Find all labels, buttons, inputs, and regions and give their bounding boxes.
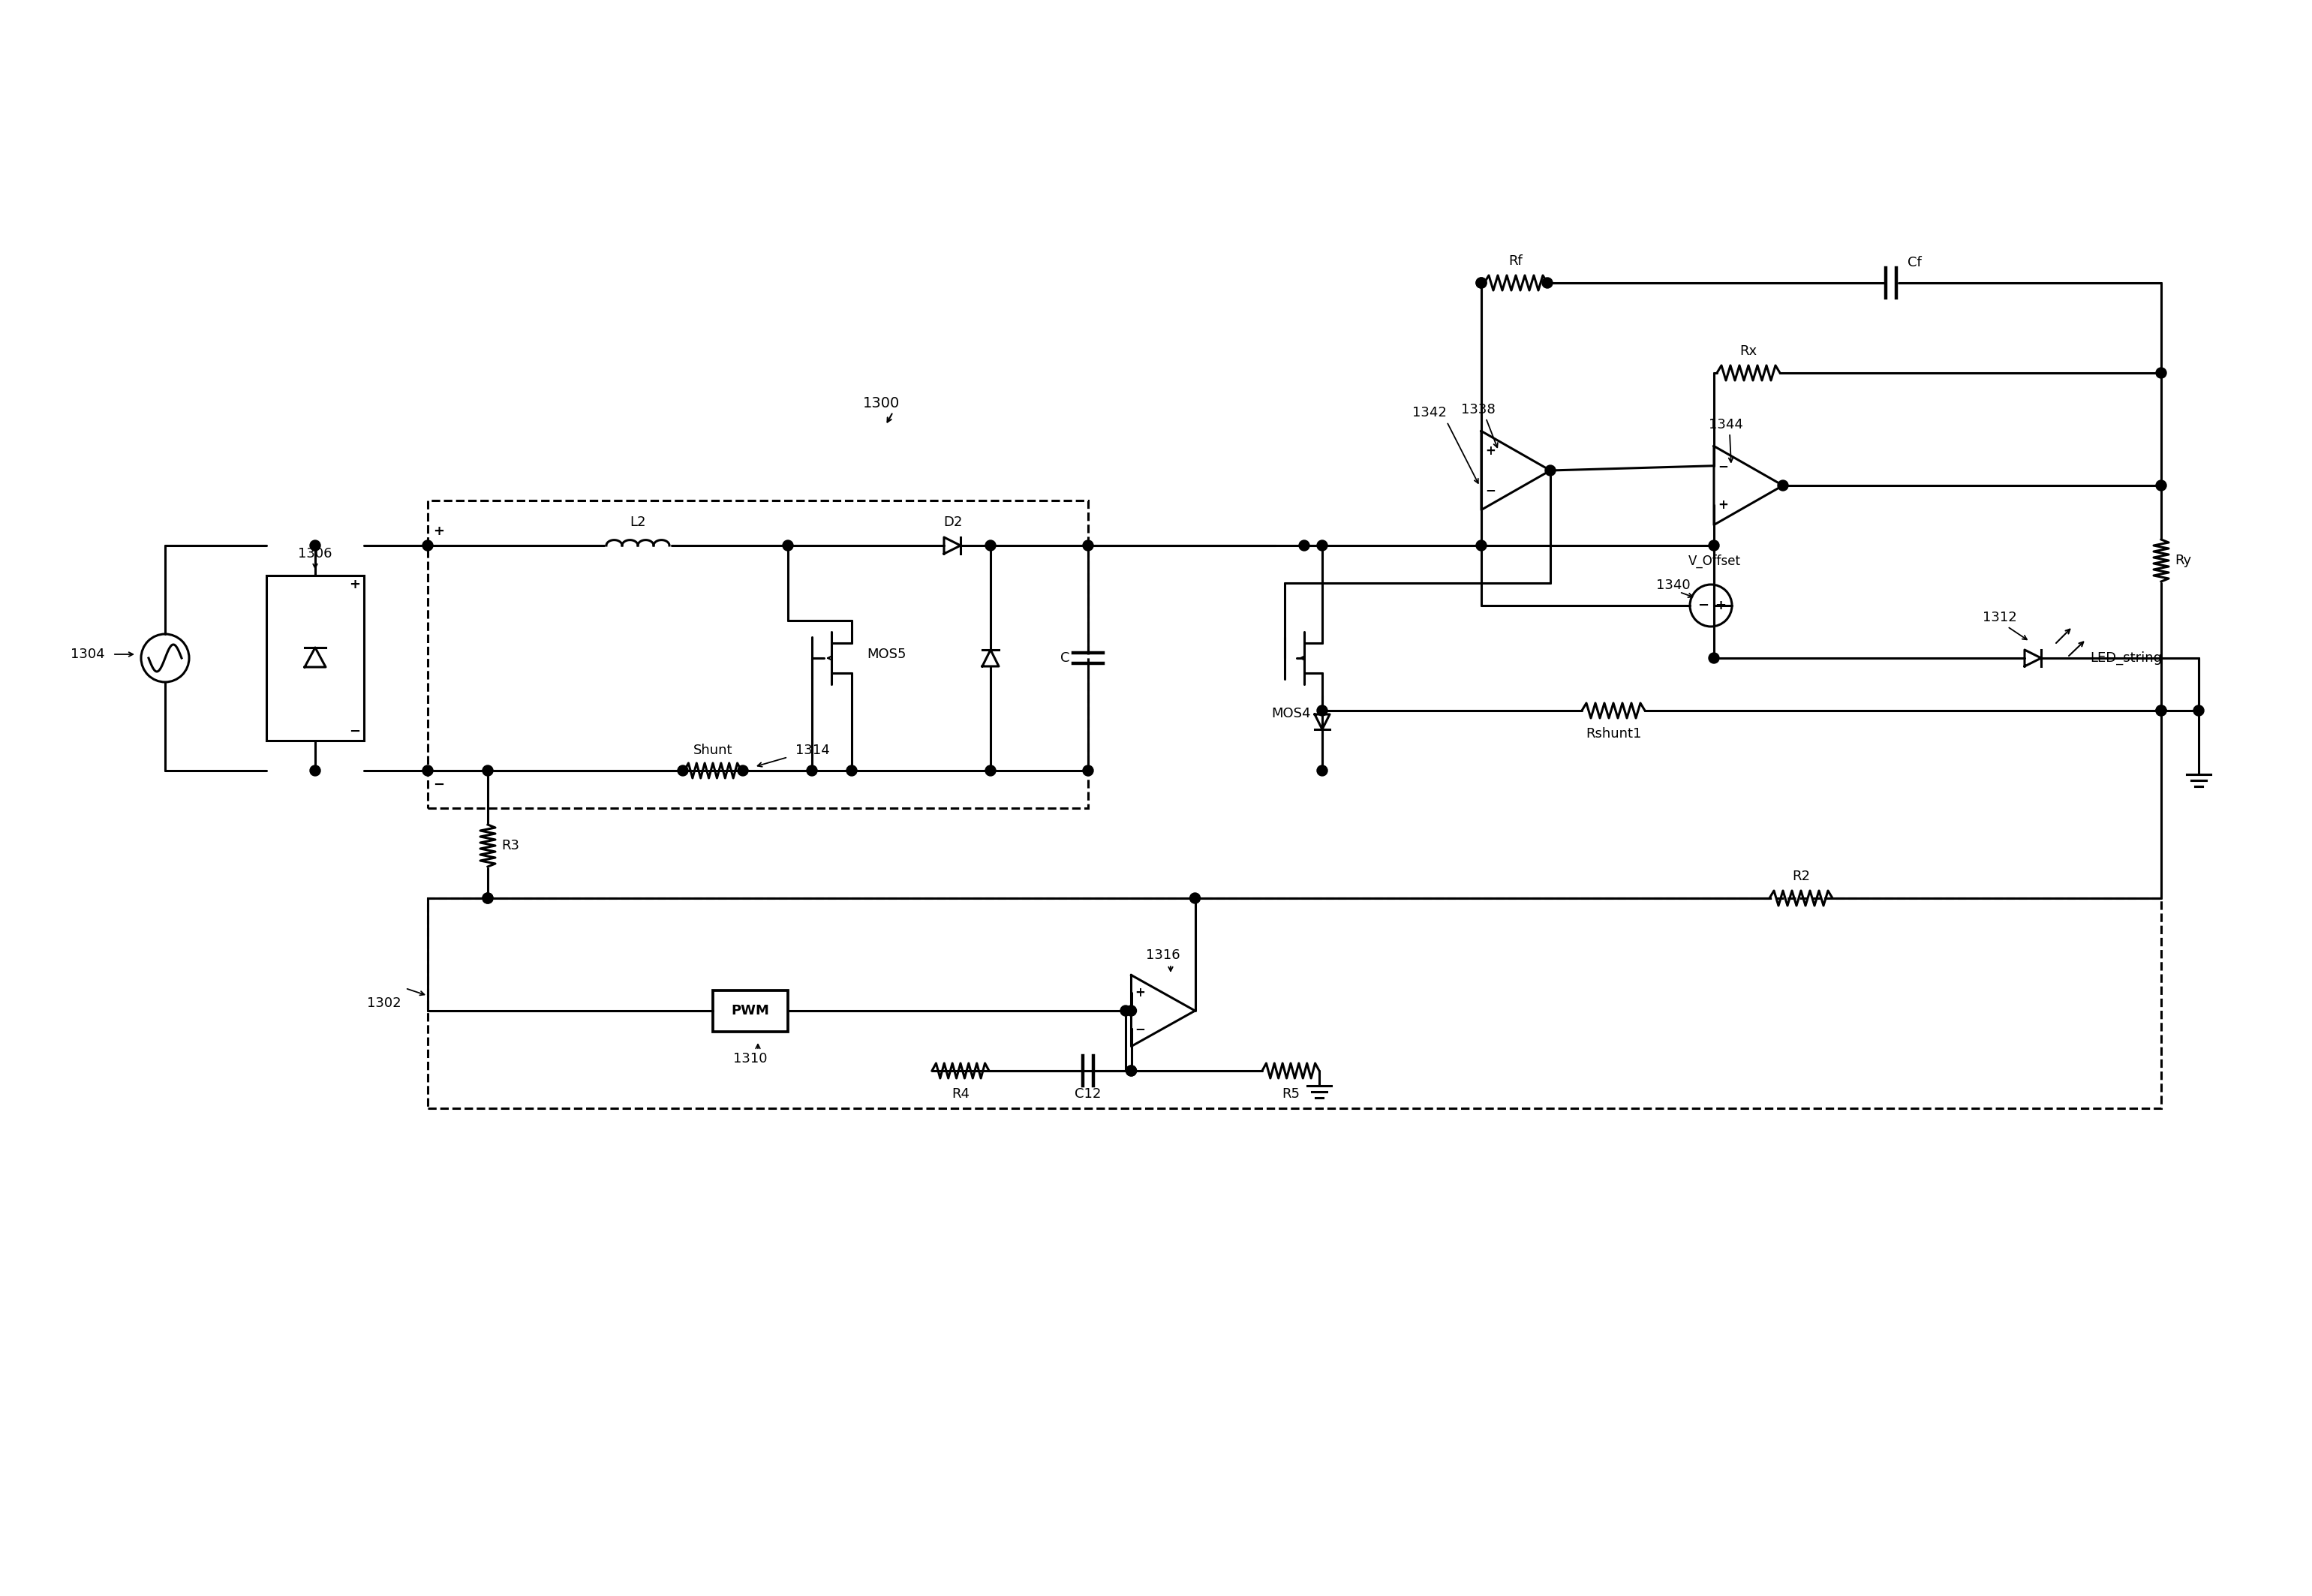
Circle shape xyxy=(1475,541,1487,551)
Circle shape xyxy=(2194,705,2203,717)
Text: MOS5: MOS5 xyxy=(867,648,906,661)
Circle shape xyxy=(1318,705,1327,717)
Text: Ry: Ry xyxy=(2176,554,2192,567)
Circle shape xyxy=(985,766,996,776)
Text: +: + xyxy=(432,525,444,538)
Text: +: + xyxy=(349,578,361,591)
Circle shape xyxy=(2155,480,2166,490)
Circle shape xyxy=(1121,1005,1131,1017)
Circle shape xyxy=(310,766,321,776)
Text: Rf: Rf xyxy=(1510,254,1524,268)
Text: 1342: 1342 xyxy=(1413,405,1447,420)
Text: C12: C12 xyxy=(1075,1087,1101,1101)
Text: 1310: 1310 xyxy=(733,1052,768,1066)
Bar xyxy=(428,501,1089,808)
Circle shape xyxy=(2155,705,2166,717)
Circle shape xyxy=(985,541,996,551)
Text: LED_string: LED_string xyxy=(2090,651,2162,666)
Text: 1316: 1316 xyxy=(1147,948,1179,962)
Circle shape xyxy=(1191,892,1200,903)
Circle shape xyxy=(807,766,816,776)
Bar xyxy=(266,576,363,741)
Circle shape xyxy=(784,541,793,551)
Text: −: − xyxy=(1484,484,1496,496)
Text: D2: D2 xyxy=(943,516,962,528)
Text: 1300: 1300 xyxy=(862,396,899,410)
Circle shape xyxy=(1475,278,1487,289)
Circle shape xyxy=(483,892,492,903)
Circle shape xyxy=(738,766,749,776)
Circle shape xyxy=(1318,541,1327,551)
Text: 1340: 1340 xyxy=(1655,578,1690,592)
Bar xyxy=(428,899,2162,1108)
Circle shape xyxy=(423,541,432,551)
Text: +: + xyxy=(1484,444,1496,458)
Text: Rx: Rx xyxy=(1739,345,1757,358)
Text: L2: L2 xyxy=(629,516,645,528)
Text: Shunt: Shunt xyxy=(694,744,733,757)
Circle shape xyxy=(1126,1066,1138,1076)
Circle shape xyxy=(1126,1066,1138,1076)
Text: 1302: 1302 xyxy=(368,996,402,1010)
Bar xyxy=(712,990,788,1031)
Text: PWM: PWM xyxy=(731,1004,770,1018)
Circle shape xyxy=(1709,541,1720,551)
Circle shape xyxy=(1542,278,1554,289)
Text: −: − xyxy=(1718,460,1727,472)
Circle shape xyxy=(846,766,858,776)
Text: C: C xyxy=(1059,651,1070,666)
Circle shape xyxy=(483,766,492,776)
Text: +: + xyxy=(1716,598,1727,613)
Text: 1306: 1306 xyxy=(298,547,333,560)
Text: 1304: 1304 xyxy=(72,648,104,661)
Text: 1312: 1312 xyxy=(1984,611,2016,624)
Text: +: + xyxy=(1718,498,1727,512)
Circle shape xyxy=(1709,653,1720,664)
Circle shape xyxy=(423,766,432,776)
Text: 1344: 1344 xyxy=(1709,418,1743,431)
Text: Cf: Cf xyxy=(1907,255,1921,270)
Circle shape xyxy=(1318,766,1327,776)
Text: R3: R3 xyxy=(502,839,520,852)
Circle shape xyxy=(1778,480,1787,490)
Text: Rshunt1: Rshunt1 xyxy=(1586,728,1642,741)
Text: R4: R4 xyxy=(953,1087,969,1101)
Circle shape xyxy=(483,892,492,903)
Circle shape xyxy=(1082,541,1094,551)
Text: −: − xyxy=(1697,598,1709,613)
Text: −: − xyxy=(1135,1021,1144,1036)
Circle shape xyxy=(1126,1005,1138,1017)
Text: R5: R5 xyxy=(1281,1087,1299,1101)
Circle shape xyxy=(1475,278,1487,289)
Text: R2: R2 xyxy=(1792,870,1810,883)
Text: 1338: 1338 xyxy=(1461,402,1496,417)
Circle shape xyxy=(2155,705,2166,717)
Circle shape xyxy=(1544,464,1556,476)
Text: −: − xyxy=(349,725,361,739)
Text: V_Offset: V_Offset xyxy=(1688,554,1741,568)
Circle shape xyxy=(1082,766,1094,776)
Text: MOS4: MOS4 xyxy=(1272,707,1311,720)
Circle shape xyxy=(1299,541,1309,551)
Text: −: − xyxy=(432,779,444,792)
Text: 1314: 1314 xyxy=(795,744,830,757)
Circle shape xyxy=(677,766,689,776)
Circle shape xyxy=(2155,367,2166,378)
Circle shape xyxy=(310,541,321,551)
Text: +: + xyxy=(1135,986,1144,999)
